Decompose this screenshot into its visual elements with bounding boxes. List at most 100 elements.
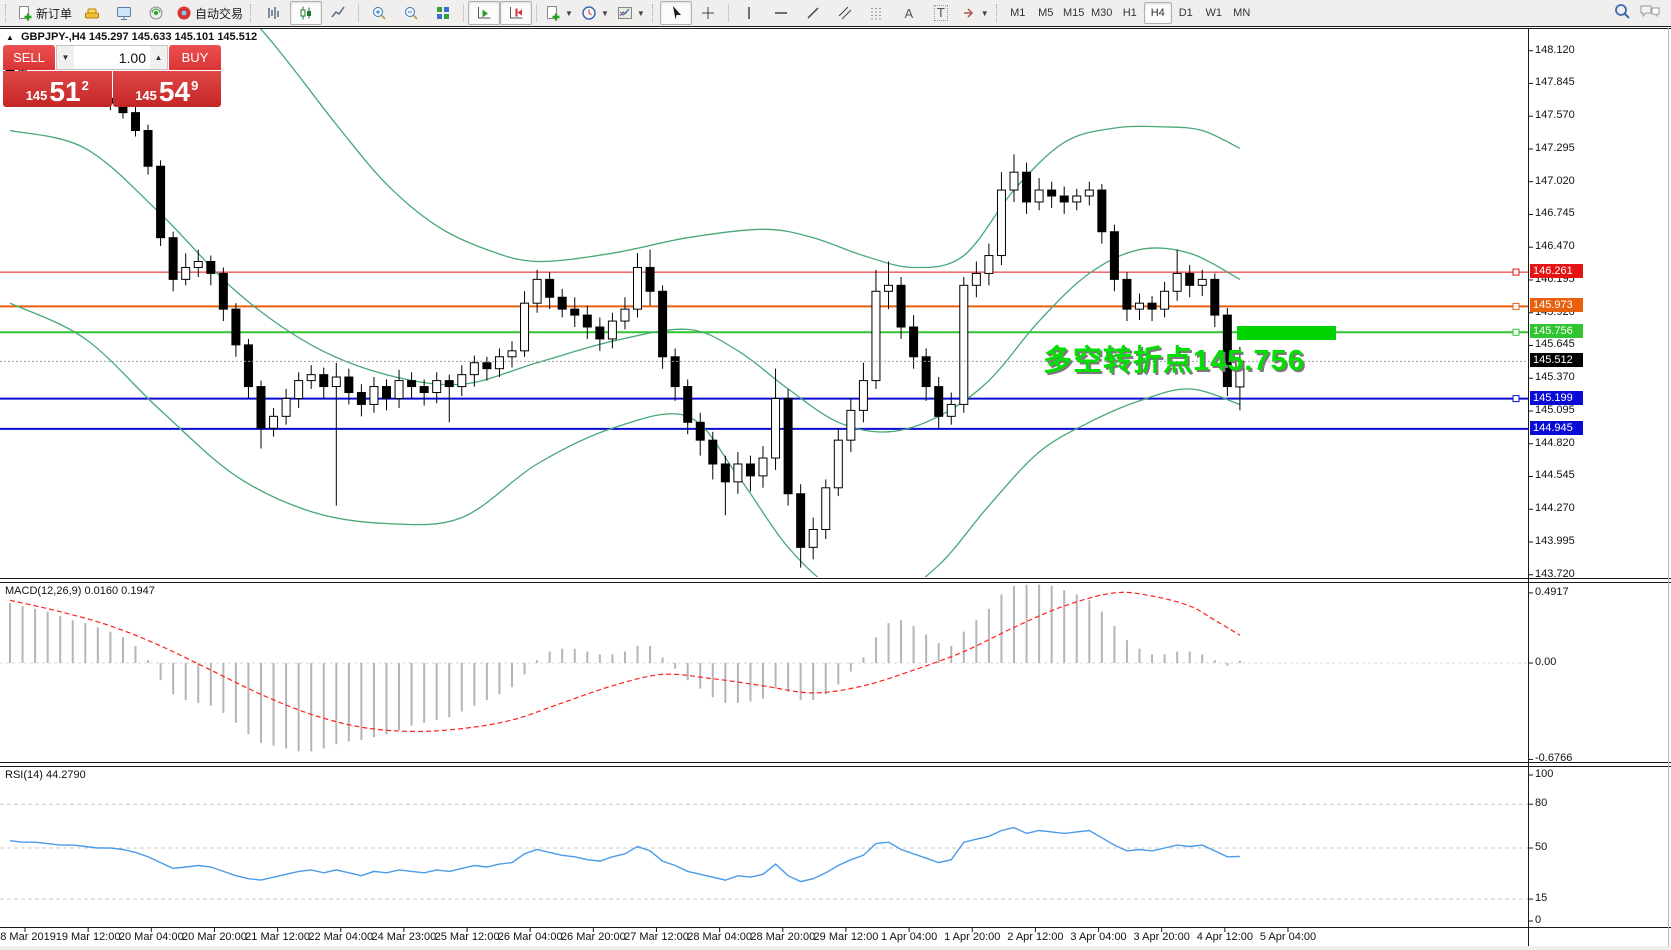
volume-increase-button[interactable]: ▲: [150, 46, 167, 69]
line-chart-button[interactable]: [322, 1, 354, 25]
chart-symbol: GBPJPY-,H4: [20, 31, 86, 43]
periods-button[interactable]: ▼: [577, 1, 613, 25]
chart-shift-icon: [508, 5, 524, 21]
signal-button[interactable]: [140, 1, 172, 25]
text-label-button[interactable]: T: [925, 1, 957, 25]
time-tick-label: 4 Apr 12:00: [1196, 931, 1253, 943]
chart-shift-button[interactable]: [500, 1, 533, 25]
crosshair-icon: [700, 5, 716, 21]
price-tick-label: 144.545: [1535, 469, 1575, 482]
buy-button[interactable]: BUY: [169, 45, 221, 70]
macd-pane: [0, 584, 1528, 752]
macd-tick-label: 0.00: [1535, 656, 1557, 668]
price-tick-label: 145.095: [1535, 403, 1575, 416]
auto-scroll-icon: [476, 5, 492, 21]
zoom-in-button[interactable]: [363, 1, 395, 25]
timeframe-button-d1[interactable]: D1: [1178, 7, 1193, 19]
arrows-icon: [961, 5, 977, 21]
channel-button[interactable]: [829, 1, 861, 25]
timeframe-button-m5[interactable]: M5: [1038, 7, 1054, 19]
tile-windows-button[interactable]: [427, 1, 459, 25]
bar-chart-button[interactable]: [258, 1, 290, 25]
vertical-line-button[interactable]: [733, 1, 765, 25]
window-bottom-strip: [0, 946, 1671, 950]
price-tick-label: 147.020: [1535, 174, 1575, 187]
time-tick-label: 18 Mar 2019: [0, 931, 56, 943]
candles-layer[interactable]: [5, 59, 1245, 568]
trendline-button[interactable]: [797, 1, 829, 25]
zoom-out-button[interactable]: [395, 1, 427, 25]
sell-price-prefix: 145: [25, 88, 48, 103]
toolbar-grip[interactable]: [5, 4, 10, 22]
market-watch-button[interactable]: [76, 1, 108, 25]
time-tick-label: 26 Mar 04:00: [497, 931, 563, 943]
time-tick-label: 28 Mar 04:00: [687, 931, 753, 943]
autotrading-icon: [176, 5, 192, 21]
time-tick-label: 25 Mar 12:00: [434, 931, 500, 943]
search-icon[interactable]: [1613, 2, 1631, 25]
dropdown-arrow-icon: ▼: [600, 8, 609, 18]
rsi-pane: [0, 803, 1528, 900]
text-button[interactable]: A: [893, 1, 925, 25]
timeframe-button-mn[interactable]: MN: [1233, 7, 1251, 19]
autotrading-button[interactable]: 自动交易: [172, 1, 247, 25]
price-tick-label: 144.820: [1535, 436, 1575, 449]
arrows-button[interactable]: ▼: [957, 1, 993, 25]
time-tick-label: 1 Apr 04:00: [880, 931, 938, 943]
terminal-icon: [116, 5, 132, 21]
price-tick-label: 147.845: [1535, 76, 1575, 89]
fibonacci-button[interactable]: [861, 1, 893, 25]
time-tick-label: 3 Apr 04:00: [1070, 931, 1127, 943]
zoom-in-icon: [371, 5, 387, 21]
crosshair-button[interactable]: [692, 1, 724, 25]
time-tick-label: 2 Apr 12:00: [1007, 931, 1064, 943]
buy-price-button[interactable]: 145 54 9: [112, 71, 221, 107]
horizontal-line-button[interactable]: [765, 1, 797, 25]
cursor-button[interactable]: [659, 1, 692, 25]
terminal-button[interactable]: [108, 1, 140, 25]
indicators-button[interactable]: ▼: [613, 1, 649, 25]
main-toolbar: 新订单 自动交易: [0, 0, 1671, 27]
candlestick-chart-icon: [298, 5, 314, 21]
level-price-chip: 146.261: [1530, 264, 1583, 279]
rsi-tick-label: 0: [1535, 914, 1542, 926]
autotrading-label: 自动交易: [195, 6, 244, 21]
time-tick-label: 28 Mar 20:00: [750, 931, 816, 943]
buy-price-sup: 9: [191, 78, 199, 93]
sell-button[interactable]: SELL: [3, 45, 55, 70]
price-tick-label: 146.470: [1535, 240, 1575, 253]
time-tick-label: 1 Apr 20:00: [944, 931, 1001, 943]
timeframe-button-m30[interactable]: M30: [1091, 7, 1113, 19]
templates-button[interactable]: ▼: [541, 1, 577, 25]
macd-tick-label: -0.6766: [1535, 752, 1573, 765]
volume-decrease-button[interactable]: ▼: [57, 46, 74, 69]
level-highlight-bar[interactable]: [1237, 326, 1336, 340]
candlestick-chart-button[interactable]: [290, 1, 323, 25]
timeframe-button-h4[interactable]: H4: [1143, 2, 1172, 24]
timeframe-button-w1[interactable]: W1: [1205, 7, 1222, 19]
auto-scroll-button[interactable]: [468, 1, 501, 25]
level-price-chip: 145.973: [1530, 298, 1583, 313]
level-price-chip: 144.945: [1530, 420, 1583, 435]
time-tick-label: 24 Mar 23:00: [371, 931, 437, 943]
time-tick-label: 27 Mar 12:00: [624, 931, 689, 943]
sell-price-big: 51: [49, 76, 81, 107]
volume-input[interactable]: [74, 46, 150, 69]
collapse-triangle-icon: ▲: [6, 33, 14, 42]
level-price-chip: 145.756: [1530, 324, 1583, 339]
timeframe-button-m15[interactable]: M15: [1063, 7, 1085, 19]
sell-price-button[interactable]: 145 51 2: [3, 71, 112, 107]
chat-icon[interactable]: [1639, 2, 1661, 25]
price-tick-label: 147.295: [1535, 141, 1575, 154]
bar-chart-icon: [266, 5, 282, 21]
signal-icon: [148, 5, 164, 21]
price-tick-label: 145.645: [1535, 338, 1575, 351]
new-order-button[interactable]: 新订单: [13, 1, 76, 25]
text-label-icon: T: [933, 5, 948, 21]
timeframe-button-m1[interactable]: M1: [1010, 7, 1026, 19]
price-tick-label: 148.120: [1535, 43, 1575, 56]
time-tick-label: 20 Mar 04:00: [118, 931, 184, 943]
rsi-tick-label: 15: [1535, 892, 1548, 905]
timeframe-button-h1[interactable]: H1: [1122, 7, 1137, 19]
